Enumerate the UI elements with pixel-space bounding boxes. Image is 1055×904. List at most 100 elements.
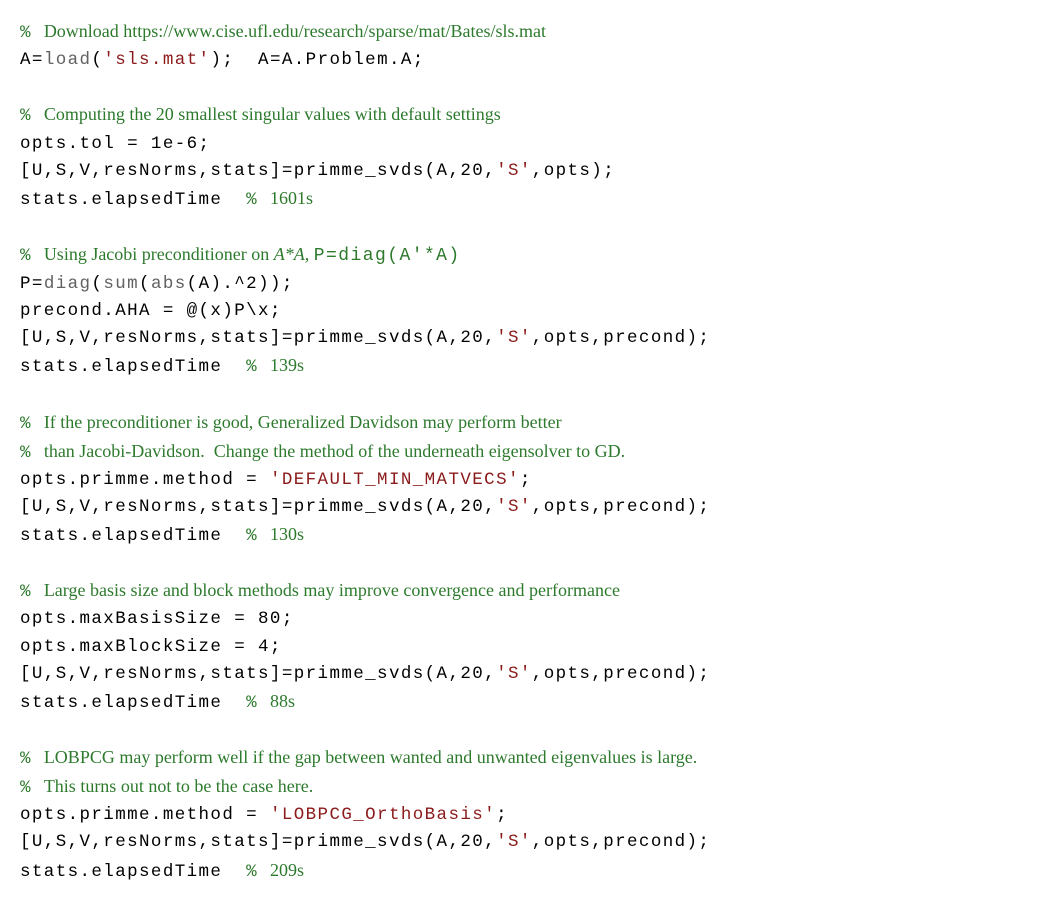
string: 'DEFAULT_MIN_MATVECS' [270,470,520,490]
blank-line [20,550,1035,577]
comment-text: Download https://www.cise.ufl.edu/resear… [44,21,546,41]
comment-tt: P=diag(A'*A) [314,246,461,266]
comment-text: 209s [270,860,304,880]
code: ; [496,805,508,825]
code: ,opts,precond); [532,832,711,852]
code: P= [20,274,44,294]
comment-text: Computing the 20 smallest singular value… [44,104,501,124]
comment-percent: % [20,582,44,602]
code: precond.AHA = @(x)P\x; [20,301,282,321]
code: stats.elapsedTime [20,190,246,210]
comment-text: If the preconditioner is good, Generaliz… [44,412,562,432]
code: ,opts); [532,161,615,181]
code-line: stats.elapsedTime % 88s [20,688,1035,717]
comment-italic: A*A [274,244,305,264]
comment-percent: % [246,357,270,377]
code: [U,S,V,resNorms,stats]=primme_svds(A,20, [20,497,496,517]
code: opts.maxBasisSize = 80; [20,609,294,629]
code-line: % than Jacobi-Davidson. Change the metho… [20,438,1035,467]
code-line: % This turns out not to be the case here… [20,773,1035,802]
code-line: stats.elapsedTime % 209s [20,857,1035,886]
code-line: opts.primme.method = 'DEFAULT_MIN_MATVEC… [20,467,1035,494]
code-line: [U,S,V,resNorms,stats]=primme_svds(A,20,… [20,829,1035,856]
blank-line [20,74,1035,101]
code: opts.primme.method = [20,805,270,825]
comment-text: LOBPCG may perform well if the gap betwe… [44,747,697,767]
func: abs [151,274,187,294]
comment-text: 130s [270,524,304,544]
comment-percent: % [20,443,44,463]
code-line: [U,S,V,resNorms,stats]=primme_svds(A,20,… [20,661,1035,688]
code: [U,S,V,resNorms,stats]=primme_svds(A,20, [20,832,496,852]
code: ,opts,precond); [532,497,711,517]
code: stats.elapsedTime [20,862,246,882]
code-line: % Using Jacobi preconditioner on A*A, P=… [20,241,1035,271]
code-line: opts.tol = 1e-6; [20,131,1035,158]
code-line: [U,S,V,resNorms,stats]=primme_svds(A,20,… [20,158,1035,185]
code: ( [91,274,103,294]
code-line: opts.maxBasisSize = 80; [20,606,1035,633]
comment-text: 1601s [270,188,313,208]
func: sum [103,274,139,294]
code: ,opts,precond); [532,664,711,684]
code: [U,S,V,resNorms,stats]=primme_svds(A,20, [20,664,496,684]
comment-percent: % [246,693,270,713]
code-line: [U,S,V,resNorms,stats]=primme_svds(A,20,… [20,494,1035,521]
code-line: opts.primme.method = 'LOBPCG_OrthoBasis'… [20,802,1035,829]
code: opts.primme.method = [20,470,270,490]
comment-percent: % [20,778,44,798]
code-line: % Large basis size and block methods may… [20,577,1035,606]
code: [U,S,V,resNorms,stats]=primme_svds(A,20, [20,161,496,181]
code: (A).^2)); [187,274,294,294]
comment-percent: % [246,190,270,210]
comment-percent: % [20,23,44,43]
code: A= [20,50,44,70]
code-line: [U,S,V,resNorms,stats]=primme_svds(A,20,… [20,325,1035,352]
code-line: % LOBPCG may perform well if the gap bet… [20,744,1035,773]
string: 'S' [496,664,532,684]
code: stats.elapsedTime [20,526,246,546]
comment-percent: % [20,749,44,769]
comment-percent: % [20,106,44,126]
code-line: stats.elapsedTime % 130s [20,521,1035,550]
code-line: precond.AHA = @(x)P\x; [20,298,1035,325]
code: ); A=A.Problem.A; [210,50,424,70]
code: [U,S,V,resNorms,stats]=primme_svds(A,20, [20,328,496,348]
code: ; [520,470,532,490]
blank-line [20,214,1035,241]
comment-text: 139s [270,355,304,375]
string: 'sls.mat' [103,50,210,70]
code-line: stats.elapsedTime % 139s [20,352,1035,381]
string: 'LOBPCG_OrthoBasis' [270,805,496,825]
code: opts.maxBlockSize = 4; [20,637,282,657]
comment-text: , [305,244,314,264]
code: opts.tol = 1e-6; [20,134,210,154]
comment-percent: % [20,414,44,434]
func: diag [44,274,92,294]
code: ,opts,precond); [532,328,711,348]
blank-line [20,717,1035,744]
code-line: % If the preconditioner is good, General… [20,409,1035,438]
blank-line [20,381,1035,408]
comment-text: 88s [270,691,295,711]
code: ( [91,50,103,70]
string: 'S' [496,161,532,181]
comment-text: than Jacobi-Davidson. Change the method … [44,441,625,461]
comment-text: Large basis size and block methods may i… [44,580,620,600]
comment-percent: % [20,246,44,266]
code-line: P=diag(sum(abs(A).^2)); [20,271,1035,298]
string: 'S' [496,328,532,348]
string: 'S' [496,497,532,517]
code: stats.elapsedTime [20,693,246,713]
code: ( [139,274,151,294]
string: 'S' [496,832,532,852]
comment-percent: % [246,526,270,546]
comment-text: This turns out not to be the case here. [44,776,313,796]
code-line: opts.maxBlockSize = 4; [20,634,1035,661]
code-line: stats.elapsedTime % 1601s [20,185,1035,214]
code-line: A=load('sls.mat'); A=A.Problem.A; [20,47,1035,74]
code-line: % Download https://www.cise.ufl.edu/rese… [20,18,1035,47]
comment-text: Using Jacobi preconditioner on [44,244,274,264]
comment-percent: % [246,862,270,882]
code-line: % Computing the 20 smallest singular val… [20,101,1035,130]
